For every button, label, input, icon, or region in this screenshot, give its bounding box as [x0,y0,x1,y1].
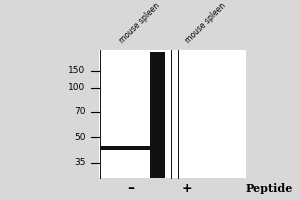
Text: 35: 35 [74,158,85,167]
Bar [150,52,165,178]
Text: +: + [182,182,193,195]
Text: 50: 50 [74,133,85,142]
Text: –: – [127,181,134,195]
Text: mouse spleen: mouse spleen [118,1,162,45]
Bar [99,50,246,178]
Text: 100: 100 [68,83,86,92]
Bar [100,146,163,150]
Text: mouse spleen: mouse spleen [184,1,228,45]
Text: Peptide: Peptide [246,183,293,194]
Text: 150: 150 [68,66,86,75]
Text: 70: 70 [74,107,85,116]
